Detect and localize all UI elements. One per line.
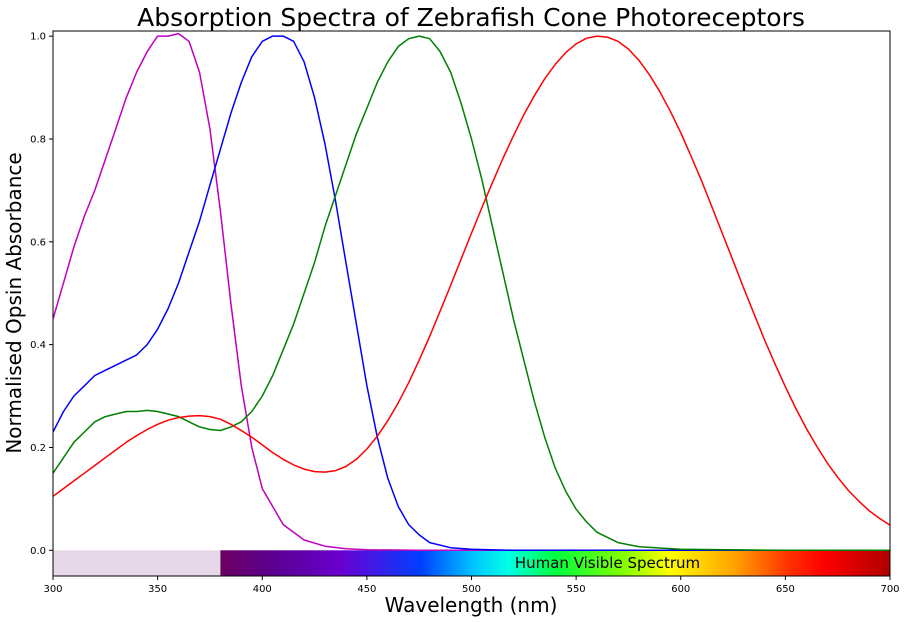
y-axis: 0.0 0.2 0.4 0.6 0.8 1.0 [30, 32, 53, 557]
x-axis-label: Wavelength (nm) [385, 593, 558, 617]
series-line-1 [53, 32, 890, 552]
x-tick-label: 700 [880, 584, 899, 595]
plot-frame [52, 30, 891, 577]
spectrum-band: Human Visible Spectrum [53, 550, 890, 576]
x-tick-label: 500 [462, 584, 481, 595]
visible-spectrum-label: Human Visible Spectrum [515, 554, 700, 572]
y-tick-label: 1.0 [30, 32, 46, 43]
series-group [53, 32, 890, 552]
y-axis-label: Normalised Opsin Absorbance [2, 152, 26, 453]
series-line-3 [53, 35, 890, 552]
x-axis: 300 350 400 450 500 550 600 650 700 [43, 576, 900, 595]
series-line-4 [53, 35, 890, 526]
x-tick-label: 550 [567, 584, 586, 595]
series-line-2 [53, 35, 890, 552]
x-tick-label: 400 [253, 584, 272, 595]
chart-title: Absorption Spectra of Zebrafish Cone Pho… [137, 3, 805, 32]
y-tick-label: 0.4 [30, 340, 46, 351]
x-tick-label: 600 [671, 584, 690, 595]
x-tick-label: 450 [357, 584, 376, 595]
uv-band [53, 550, 221, 576]
visible-spectrum-band [220, 550, 890, 576]
y-tick-label: 0.6 [30, 237, 46, 248]
x-tick-label: 300 [43, 584, 62, 595]
y-tick-label: 0.8 [30, 134, 46, 145]
x-tick-label: 650 [776, 584, 795, 595]
y-tick-label: 0.0 [30, 546, 46, 557]
x-tick-label: 350 [148, 584, 167, 595]
y-tick-label: 0.2 [30, 443, 46, 454]
